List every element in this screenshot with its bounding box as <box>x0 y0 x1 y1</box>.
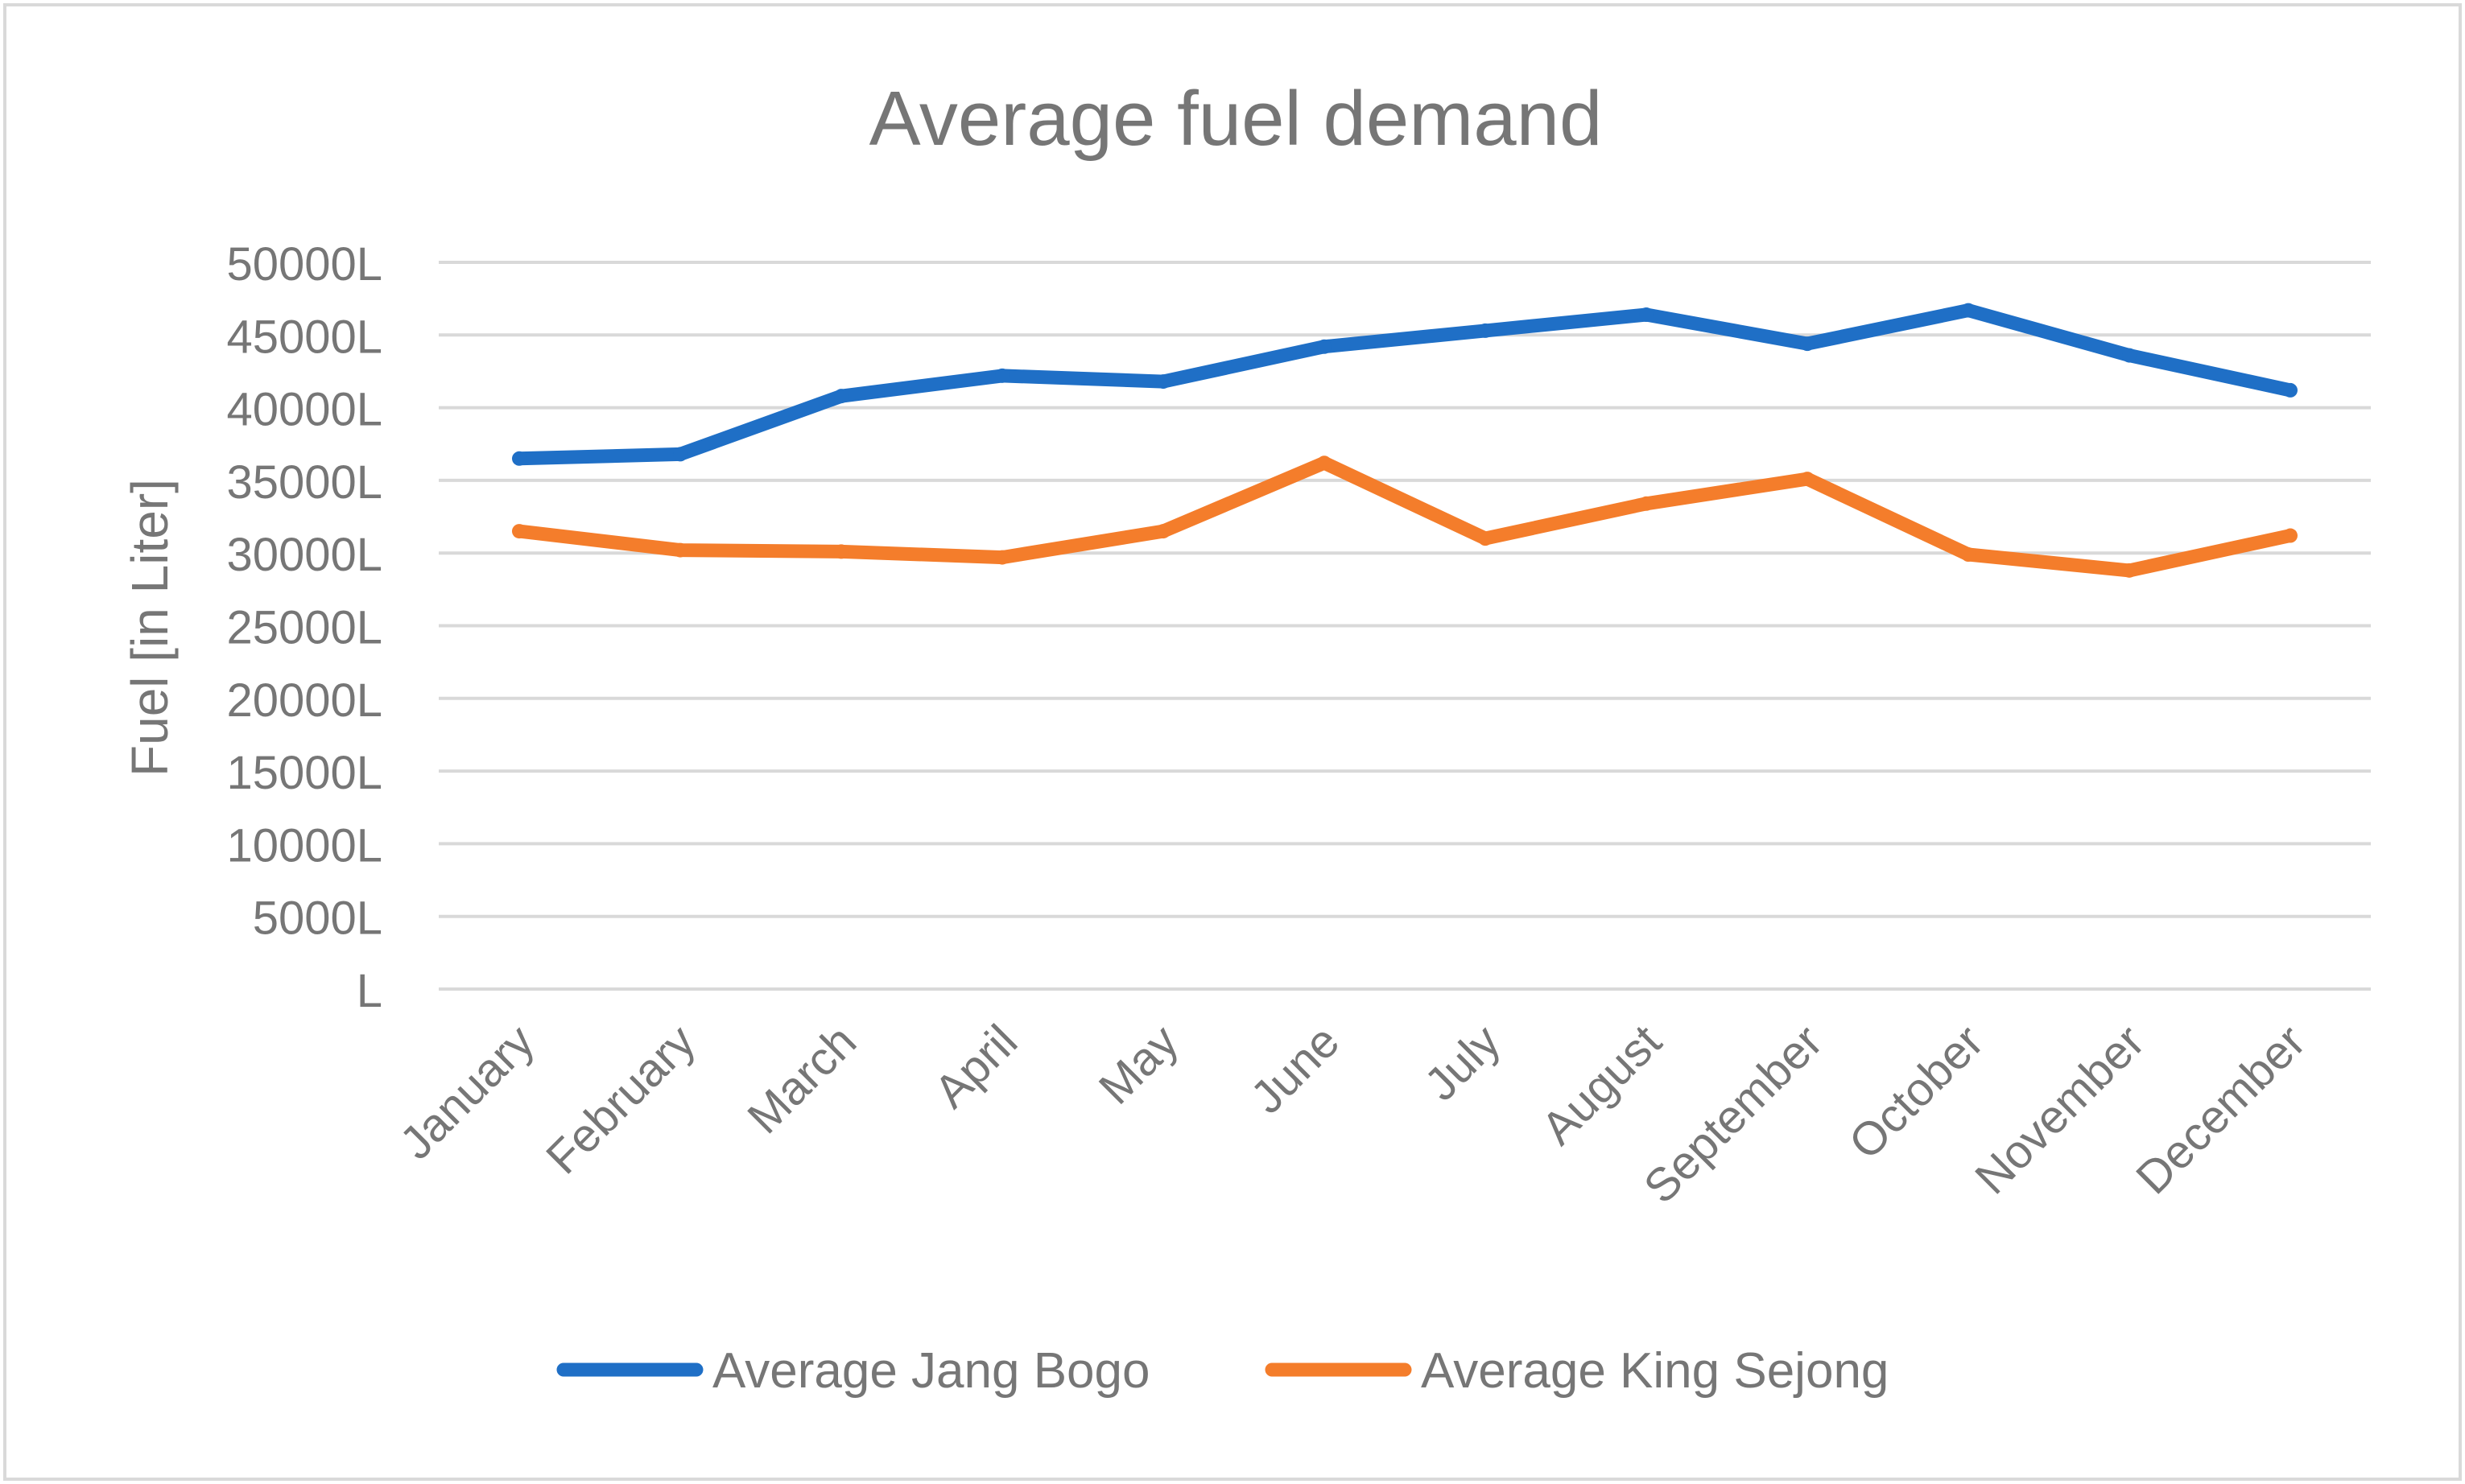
data-point[interactable] <box>1800 472 1815 487</box>
data-point[interactable] <box>512 524 526 539</box>
y-tick-label: 20000L <box>226 674 382 727</box>
data-point[interactable] <box>2122 348 2137 363</box>
data-point[interactable] <box>673 542 687 558</box>
data-point[interactable] <box>834 389 849 404</box>
data-point[interactable] <box>2283 382 2298 398</box>
data-point[interactable] <box>1800 336 1815 352</box>
data-point[interactable] <box>1156 374 1171 390</box>
data-point[interactable] <box>1156 524 1171 539</box>
data-point[interactable] <box>1317 456 1332 471</box>
legend-label: Average Jang Bogo <box>712 1343 1150 1399</box>
data-point[interactable] <box>512 451 526 466</box>
data-point[interactable] <box>1639 496 1654 511</box>
legend[interactable]: Average Jang Bogo Average King Sejong <box>556 1343 1889 1399</box>
data-point[interactable] <box>1478 531 1493 546</box>
series-line-1[interactable] <box>512 456 2298 578</box>
data-point[interactable] <box>1639 307 1654 323</box>
data-point[interactable] <box>995 368 1010 383</box>
y-tick-label: 10000L <box>226 819 382 872</box>
y-tick-label: 40000L <box>226 384 382 436</box>
data-point[interactable] <box>1961 547 1976 563</box>
chart-border <box>3 3 2462 1481</box>
legend-item[interactable]: Average King Sejong <box>1265 1343 1889 1399</box>
y-tick-label: 45000L <box>226 311 382 363</box>
y-tick-label: 30000L <box>226 529 382 581</box>
data-point[interactable] <box>995 550 1010 565</box>
series-line-0[interactable] <box>512 303 2298 466</box>
y-tick-label: 50000L <box>226 238 382 291</box>
y-tick-label: 25000L <box>226 602 382 654</box>
data-point[interactable] <box>834 544 849 559</box>
series-lines <box>512 303 2298 578</box>
data-point[interactable] <box>1317 339 1332 354</box>
data-point[interactable] <box>2122 563 2137 578</box>
data-point[interactable] <box>673 447 687 462</box>
y-tick-label: 15000L <box>226 747 382 799</box>
y-tick-label: 35000L <box>226 456 382 509</box>
y-tick-label: L <box>357 965 382 1017</box>
legend-item[interactable]: Average Jang Bogo <box>556 1343 1150 1399</box>
y-tick-label: 5000L <box>253 892 382 945</box>
data-point[interactable] <box>1961 303 1976 318</box>
y-axis-ticks: L 5000L 10000L 15000L 20000L 25000L 30000L 3500… <box>226 238 382 1017</box>
chart-title: Average fuel demand <box>869 76 1603 162</box>
data-point[interactable] <box>2283 528 2298 543</box>
y-axis-label: Fuel [in Liter] <box>121 479 179 777</box>
data-point[interactable] <box>1478 323 1493 338</box>
legend-label: Average King Sejong <box>1421 1343 1889 1399</box>
